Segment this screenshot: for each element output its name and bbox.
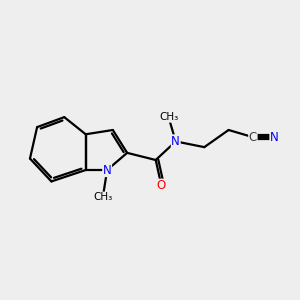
Text: N: N xyxy=(270,130,279,144)
Text: CH₃: CH₃ xyxy=(159,112,178,122)
Text: O: O xyxy=(157,179,166,192)
Text: C: C xyxy=(249,130,257,144)
Text: N: N xyxy=(171,135,180,148)
Text: CH₃: CH₃ xyxy=(93,192,112,202)
Text: N: N xyxy=(103,164,112,176)
